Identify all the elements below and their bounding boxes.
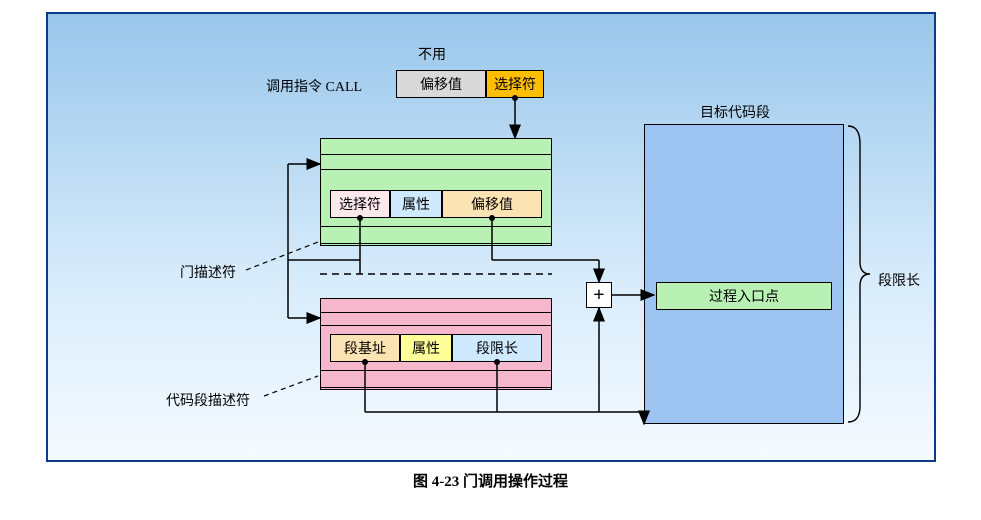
page: 不用 调用指令 CALL 门描述符 代码段描述符 目标代码段 段限长 偏移值 选… <box>0 0 981 520</box>
connector-svg <box>48 14 938 464</box>
figure-caption: 图 4-23 门调用操作过程 <box>0 470 981 491</box>
diagram-frame: 不用 调用指令 CALL 门描述符 代码段描述符 目标代码段 段限长 偏移值 选… <box>46 12 936 462</box>
